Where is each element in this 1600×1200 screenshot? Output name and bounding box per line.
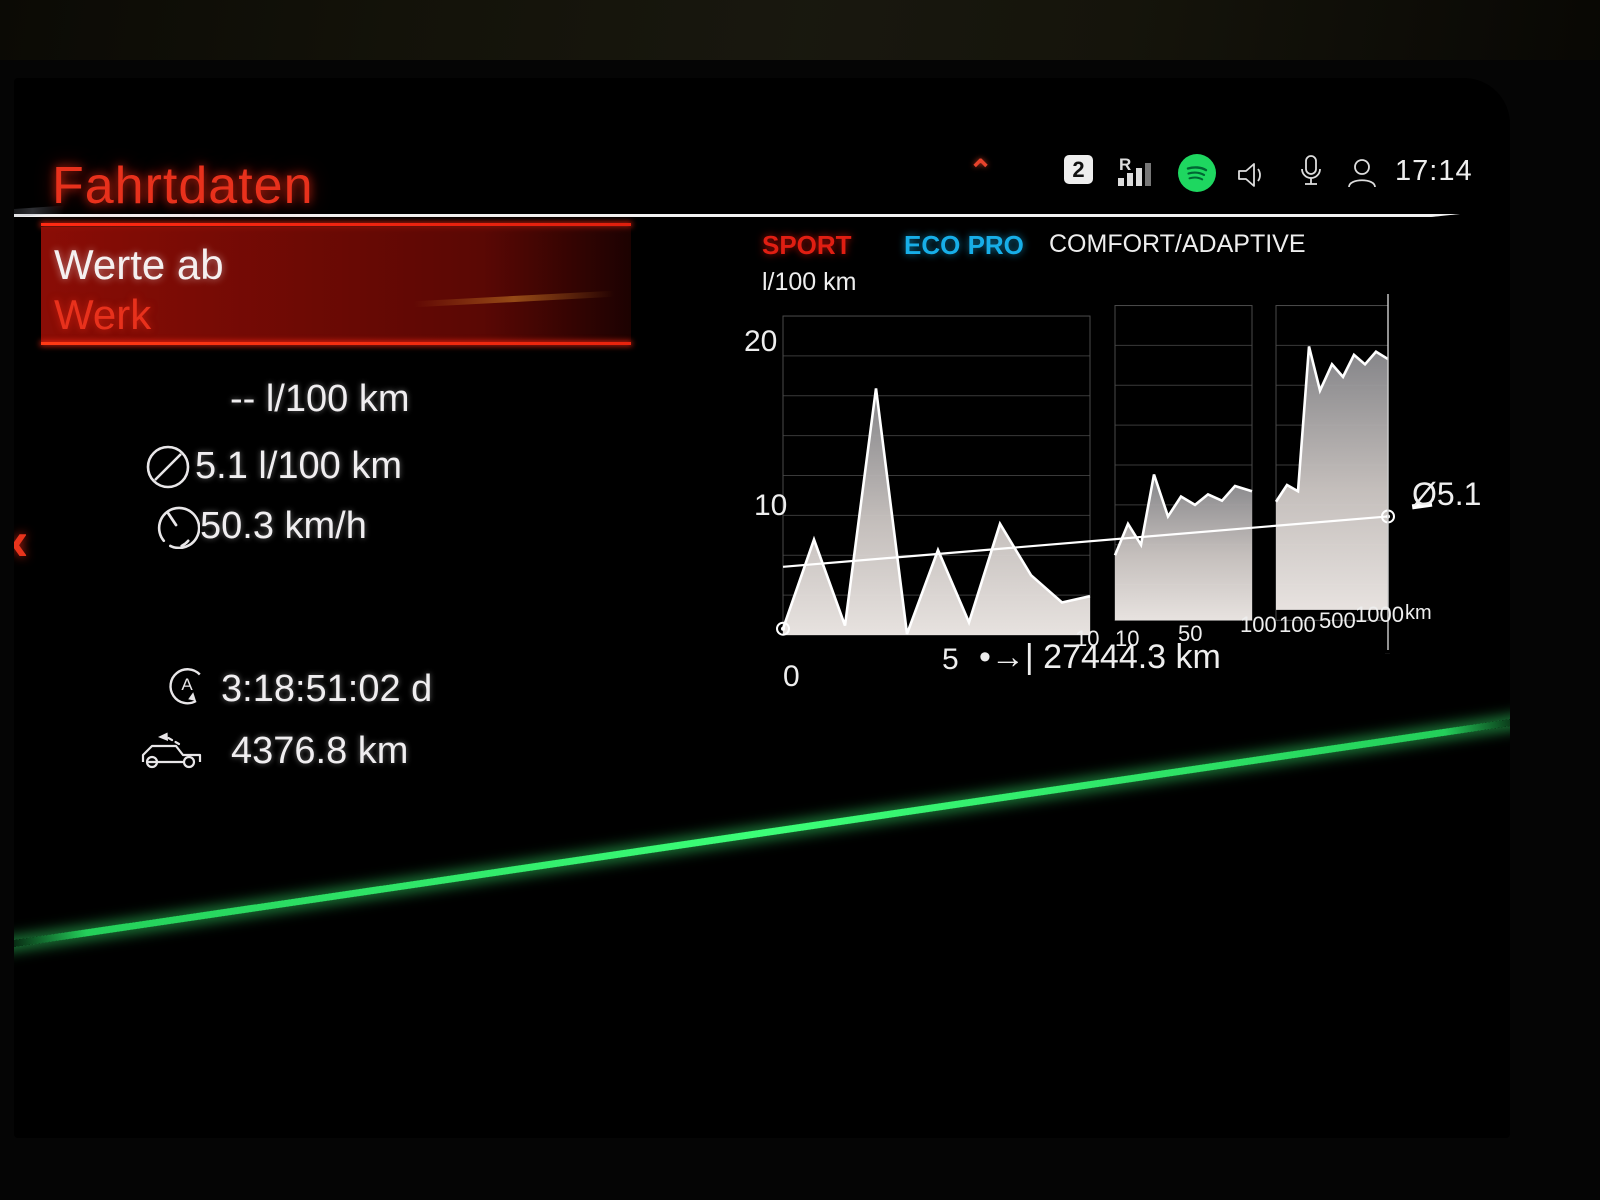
svg-text:A: A (181, 675, 193, 694)
